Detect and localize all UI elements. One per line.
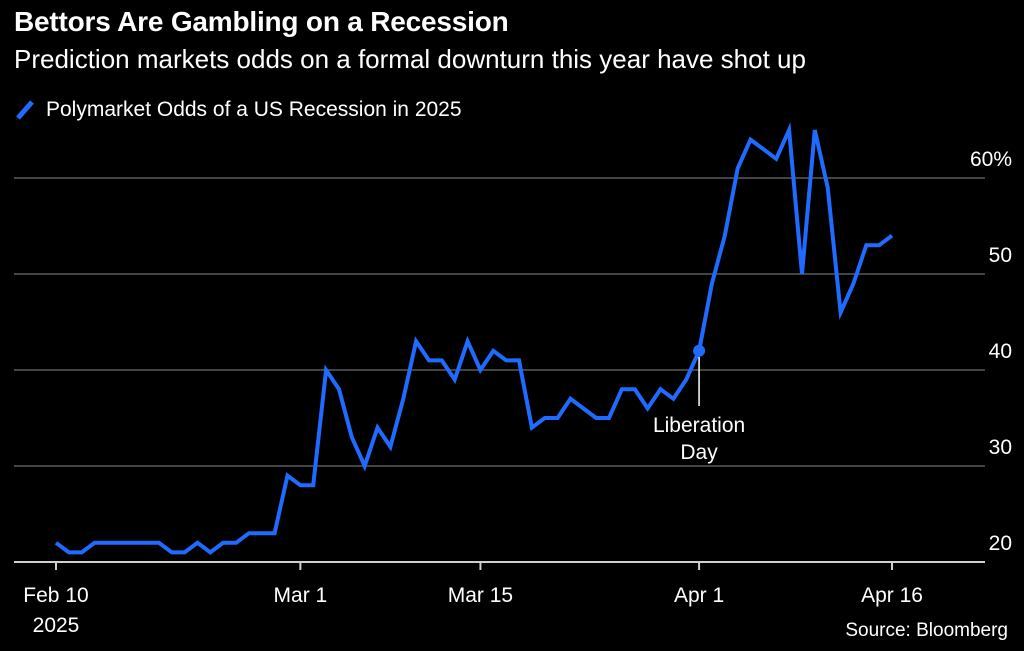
x-tick-label-2025-03-01: Mar 1 (274, 584, 328, 607)
chart-title: Bettors Are Gambling on a Recession (14, 6, 509, 37)
legend-line-icon (16, 100, 34, 120)
legend: Polymarket Odds of a US Recession in 202… (14, 98, 462, 122)
x-tick-label-2025-02-10: Feb 10 (23, 584, 88, 607)
y-tick-label-50: 50 (989, 244, 1012, 267)
x-tick-label-2025-04-16: Apr 16 (861, 584, 923, 607)
annotation-marker (693, 344, 706, 357)
y-tick-label-30: 30 (989, 436, 1012, 459)
x-tick-sublabel-2025-02-10: 2025 (33, 614, 80, 637)
y-tick-label-20: 20 (989, 532, 1012, 555)
chart-subtitle: Prediction markets odds on a formal down… (14, 44, 806, 74)
annotation-label-line-0: Liberation (653, 414, 745, 437)
legend-label: Polymarket Odds of a US Recession in 202… (46, 98, 462, 121)
y-tick-label-60: 60% (970, 148, 1012, 171)
annotation-label-line-1: Day (680, 441, 718, 464)
series-line-recession-odds (54, 122, 894, 555)
source-note: Source: Bloomberg (845, 620, 1008, 641)
y-tick-label-40: 40 (989, 340, 1012, 363)
x-tick-label-2025-03-15: Mar 15 (448, 584, 513, 607)
x-tick-label-2025-04-01: Apr 1 (674, 584, 724, 607)
